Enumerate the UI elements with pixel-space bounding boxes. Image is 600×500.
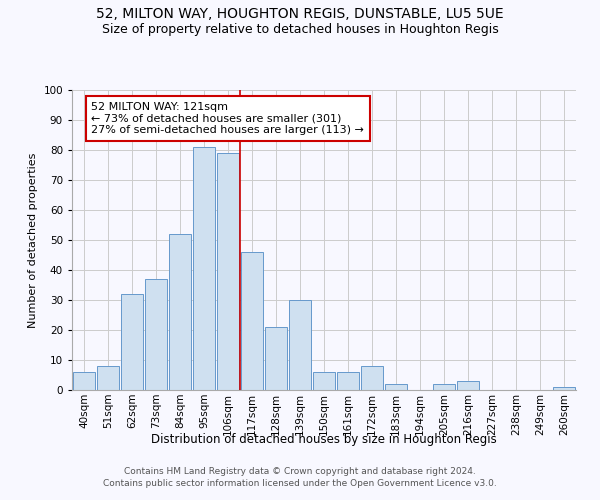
Bar [97,366,119,390]
Text: Contains HM Land Registry data © Crown copyright and database right 2024.: Contains HM Land Registry data © Crown c… [124,467,476,476]
Bar [265,327,287,390]
Bar [217,153,239,390]
Text: Contains public sector information licensed under the Open Government Licence v3: Contains public sector information licen… [103,478,497,488]
Text: 52 MILTON WAY: 121sqm
← 73% of detached houses are smaller (301)
27% of semi-det: 52 MILTON WAY: 121sqm ← 73% of detached … [91,102,364,135]
Text: Distribution of detached houses by size in Houghton Regis: Distribution of detached houses by size … [151,432,497,446]
Bar [241,252,263,390]
Text: Size of property relative to detached houses in Houghton Regis: Size of property relative to detached ho… [101,22,499,36]
Bar [385,384,407,390]
Bar [553,387,575,390]
Bar [121,294,143,390]
Bar [313,372,335,390]
Bar [433,384,455,390]
Bar [361,366,383,390]
Bar [169,234,191,390]
Bar [337,372,359,390]
Bar [289,300,311,390]
Bar [73,372,95,390]
Bar [457,381,479,390]
Bar [145,279,167,390]
Y-axis label: Number of detached properties: Number of detached properties [28,152,38,328]
Text: 52, MILTON WAY, HOUGHTON REGIS, DUNSTABLE, LU5 5UE: 52, MILTON WAY, HOUGHTON REGIS, DUNSTABL… [96,8,504,22]
Bar [193,147,215,390]
